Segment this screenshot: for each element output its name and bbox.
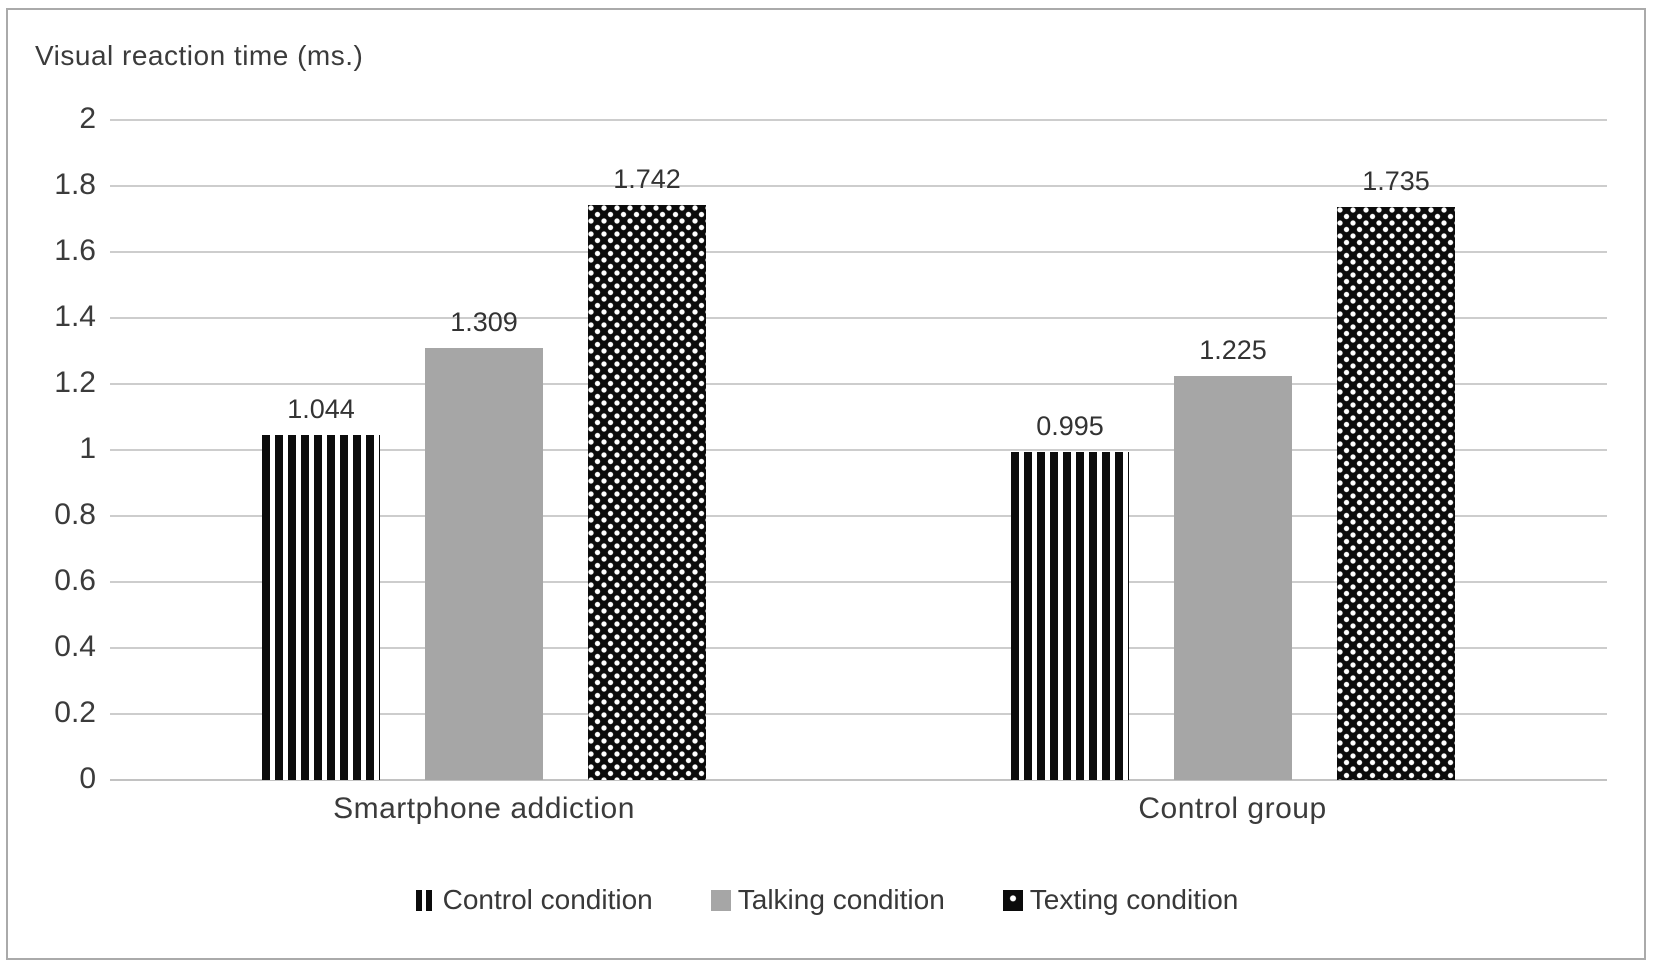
bar-smartphone-addiction-control-condition <box>262 435 380 780</box>
y-tick-label-1-4: 1.4 <box>54 300 96 333</box>
gridline-1-4 <box>110 317 1607 319</box>
gridline-1-8 <box>110 185 1607 187</box>
gridline-1-6 <box>110 251 1607 253</box>
gridline-0 <box>110 779 1607 781</box>
gridline-2 <box>110 119 1607 121</box>
value-label-smartphone-addiction-talking-condition: 1.309 <box>450 307 518 337</box>
legend-swatch-talking-condition-icon <box>710 889 731 911</box>
value-label-smartphone-addiction-texting-condition: 1.742 <box>613 164 681 194</box>
y-tick-label-0-8: 0.8 <box>54 498 96 531</box>
chart-title: Visual reaction time (ms.) <box>35 40 364 71</box>
y-tick-label-1-8: 1.8 <box>54 168 96 201</box>
y-tick-label-0: 0 <box>79 762 96 795</box>
legend: Control condition Talking condition Textin… <box>0 884 1654 916</box>
y-tick-label-2: 2 <box>79 102 96 135</box>
y-tick-label-1-2: 1.2 <box>54 366 96 399</box>
bar-smartphone-addiction-talking-condition <box>425 348 543 780</box>
y-tick-label-0-2: 0.2 <box>54 696 96 729</box>
bar-smartphone-addiction-texting-condition <box>588 205 706 780</box>
gridline-0-8 <box>110 515 1607 517</box>
category-label-control-group: Control group <box>1138 792 1327 825</box>
bar-control-group-control-condition <box>1011 452 1129 780</box>
category-label-smartphone-addiction: Smartphone addiction <box>333 792 635 825</box>
gridline-0-6 <box>110 581 1607 583</box>
y-tick-label-1-6: 1.6 <box>54 234 96 267</box>
y-tick-label-0-6: 0.6 <box>54 564 96 597</box>
legend-item-talking-condition: Talking condition <box>710 884 945 916</box>
value-label-control-group-talking-condition: 1.225 <box>1199 335 1267 365</box>
y-tick-label-1: 1 <box>79 432 96 465</box>
legend-label-talking-condition: Talking condition <box>737 884 945 915</box>
bar-control-group-texting-condition <box>1337 207 1455 780</box>
gridline-0-4 <box>110 647 1607 649</box>
legend-swatch-texting-condition-icon <box>1002 889 1023 911</box>
legend-label-control-condition: Control condition <box>442 884 653 915</box>
value-label-control-group-texting-condition: 1.735 <box>1362 166 1430 196</box>
legend-swatch-control-condition-icon <box>415 889 436 911</box>
bar-control-group-talking-condition <box>1174 376 1292 780</box>
gridline-0-2 <box>110 713 1607 715</box>
plot-area: 1.044 1.309 1.742 0.995 1.225 1.735 <box>110 119 1607 781</box>
y-tick-label-0-4: 0.4 <box>54 630 96 663</box>
value-label-smartphone-addiction-control-condition: 1.044 <box>287 394 355 424</box>
legend-item-texting-condition: Texting condition <box>1002 884 1239 916</box>
gridline-1-2 <box>110 383 1607 385</box>
legend-label-texting-condition: Texting condition <box>1029 884 1239 915</box>
legend-item-control-condition: Control condition <box>415 884 653 916</box>
gridline-1 <box>110 449 1607 451</box>
value-label-control-group-control-condition: 0.995 <box>1036 411 1104 441</box>
